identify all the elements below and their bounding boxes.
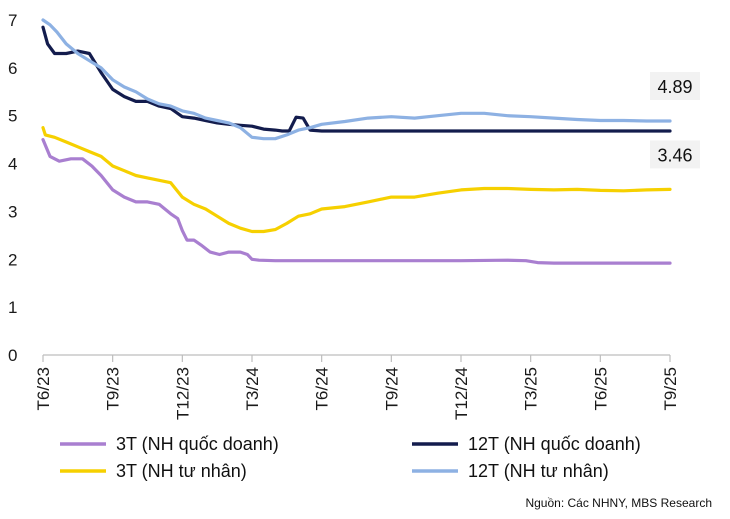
value-label-text: 3.46: [657, 145, 692, 165]
x-tick-label: T3/25: [522, 367, 541, 410]
series-line-12t-nh-tu-nhan: [41, 18, 672, 141]
legend-item-3t-nh-quoc-doanh: 3T (NH quốc doanh): [60, 434, 279, 454]
x-tick-label: T3/24: [243, 367, 262, 410]
x-tick-label: T12/24: [452, 367, 471, 420]
legend-item-12t-nh-tu-nhan: 12T (NH tư nhân): [412, 461, 609, 481]
y-tick-label: 2: [8, 250, 17, 269]
value-label-bg: [650, 71, 700, 100]
y-tick-label: 5: [8, 107, 17, 126]
value-label-12t-nh-tu-nhan: 4.89: [650, 71, 700, 100]
x-tick-label: T6/23: [34, 367, 53, 410]
value-label-bg: [650, 140, 700, 169]
x-axis-ticks: T6/23 T9/23 T12/23 T3/24 T6/24 T9/24 T12/24 T3/…: [34, 355, 680, 420]
legend: 3T (NH quốc doanh) 12T (NH quốc doanh) 3T …: [60, 434, 641, 481]
series-line-12t-nh-quoc-doanh: [41, 25, 672, 133]
legend-label: 12T (NH quốc doanh): [468, 434, 641, 454]
value-annotations: 4.89 3.46: [650, 71, 700, 169]
value-label-text: 4.89: [657, 77, 692, 97]
source-note: Nguồn: Các NHNY, MBS Research: [525, 496, 712, 510]
value-label-3t-nh-tu-nhan: 3.46: [650, 140, 700, 169]
y-tick-label: 7: [8, 11, 17, 30]
series-line-3t-nh-tu-nhan: [41, 126, 672, 234]
y-tick-label: 1: [8, 298, 17, 317]
legend-label: 3T (NH tư nhân): [116, 461, 247, 481]
x-tick-label: T9/24: [382, 367, 401, 410]
legend-label: 3T (NH quốc doanh): [116, 434, 279, 454]
legend-item-12t-nh-quoc-doanh: 12T (NH quốc doanh): [412, 434, 641, 454]
x-tick-label: T9/23: [104, 367, 123, 410]
legend-item-3t-nh-tu-nhan: 3T (NH tư nhân): [60, 461, 247, 481]
y-tick-label: 3: [8, 202, 17, 221]
x-tick-label: T9/25: [661, 367, 680, 410]
y-tick-label: 4: [8, 155, 17, 174]
y-axis-ticks: 0 1 2 3 4 5 6 7: [8, 11, 17, 365]
y-tick-label: 0: [8, 346, 17, 365]
legend-label: 12T (NH tư nhân): [468, 461, 609, 481]
y-tick-label: 6: [8, 59, 17, 78]
x-tick-label: T6/25: [591, 367, 610, 410]
x-tick-label: T6/24: [313, 367, 332, 410]
x-tick-label: T12/23: [173, 367, 192, 420]
series-line-3t-nh-quoc-doanh: [41, 138, 672, 265]
series-lines: [41, 18, 672, 265]
